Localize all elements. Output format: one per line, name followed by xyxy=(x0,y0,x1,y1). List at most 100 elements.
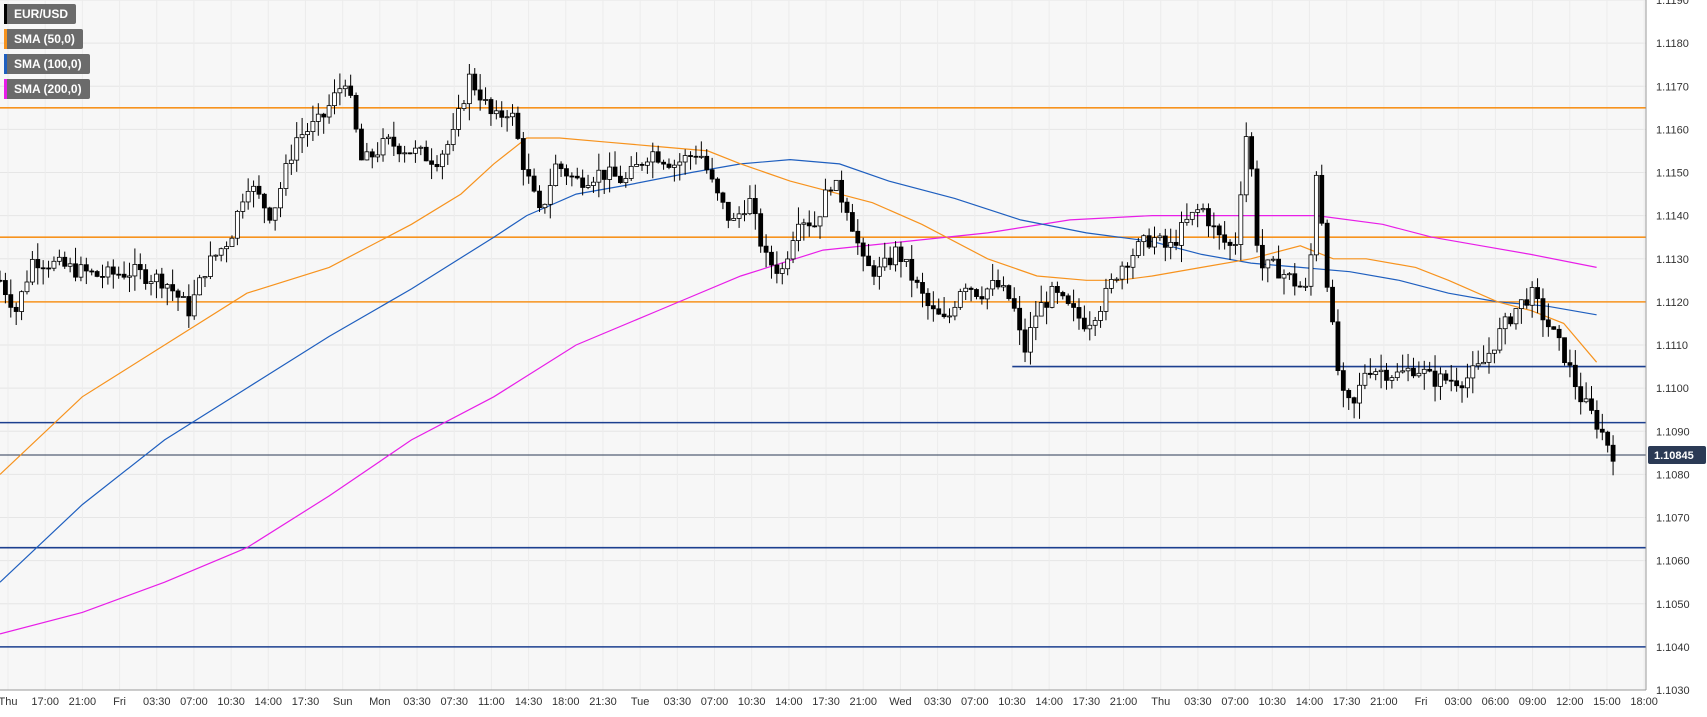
candle xyxy=(1141,234,1147,256)
candle-body xyxy=(1610,444,1616,462)
legend-item[interactable]: EUR/USD xyxy=(4,4,77,24)
candle xyxy=(1200,203,1206,213)
candle xyxy=(650,142,656,179)
candle xyxy=(580,169,586,196)
legend-item[interactable]: SMA (50,0) xyxy=(4,29,83,49)
candle xyxy=(445,140,451,165)
candle-body xyxy=(1189,211,1195,220)
candle xyxy=(547,168,553,219)
candle xyxy=(801,218,807,241)
candle xyxy=(116,266,122,279)
y-tick-label: 1.1120 xyxy=(1656,297,1689,309)
candle xyxy=(229,235,235,247)
candle xyxy=(1130,248,1136,279)
candle-body xyxy=(1135,241,1141,256)
candle xyxy=(1065,293,1071,306)
candle-body xyxy=(936,308,942,315)
candle-body xyxy=(251,185,256,192)
candle xyxy=(342,79,348,97)
candle xyxy=(29,251,35,286)
candle-body xyxy=(1076,307,1082,319)
legend-item[interactable]: SMA (100,0) xyxy=(4,54,90,74)
candle xyxy=(224,241,229,263)
y-tick-label: 1.1110 xyxy=(1656,340,1688,352)
candle-body xyxy=(769,251,774,266)
candle-body xyxy=(974,289,979,297)
candle xyxy=(644,157,650,174)
indicator-legend: EUR/USD SMA (50,0) SMA (100,0) SMA (200,0) xyxy=(4,4,90,104)
candle xyxy=(1060,290,1066,300)
x-tick-label: Fri xyxy=(113,696,126,708)
candle xyxy=(283,154,289,196)
candle xyxy=(688,151,693,170)
legend-item[interactable]: SMA (200,0) xyxy=(4,79,90,99)
candle xyxy=(1033,300,1039,341)
candle-body xyxy=(547,185,553,205)
candle xyxy=(1454,367,1460,392)
candle xyxy=(1572,350,1578,400)
candle-body xyxy=(294,137,300,161)
candle xyxy=(1081,305,1087,332)
candle-body xyxy=(148,281,154,284)
y-tick-label: 1.1170 xyxy=(1656,81,1689,93)
candle xyxy=(666,158,672,170)
candle xyxy=(299,117,305,153)
candle-body xyxy=(29,259,35,283)
candle-body xyxy=(688,155,693,157)
candle xyxy=(682,149,688,175)
candle-body xyxy=(369,151,375,158)
candle-body xyxy=(1319,174,1325,224)
candle xyxy=(380,128,386,162)
candle-body xyxy=(267,207,273,221)
candle xyxy=(8,279,14,318)
candle xyxy=(1135,237,1141,259)
candle xyxy=(515,106,521,140)
candle-body xyxy=(13,306,19,312)
candle xyxy=(1260,229,1265,281)
candle xyxy=(984,287,990,310)
candle xyxy=(779,262,785,285)
candle xyxy=(866,243,871,267)
candle-body xyxy=(1211,225,1217,228)
candle xyxy=(531,168,537,193)
candle-body xyxy=(1146,235,1152,248)
candle-body xyxy=(402,152,408,155)
candle xyxy=(1038,285,1044,317)
candle-body xyxy=(612,166,618,177)
candle xyxy=(218,247,224,262)
candle-body xyxy=(1443,373,1449,381)
candle-body xyxy=(67,263,73,267)
candle-body xyxy=(1152,237,1157,248)
candle xyxy=(256,175,262,199)
candle-body xyxy=(1411,367,1416,377)
candle-body xyxy=(450,129,456,145)
candle-body xyxy=(1572,364,1578,388)
candle xyxy=(1416,361,1422,378)
candle-body xyxy=(704,155,710,171)
candle-body xyxy=(1195,209,1201,213)
candle xyxy=(817,216,823,239)
candle xyxy=(628,156,634,181)
candle-body xyxy=(1324,222,1330,288)
x-tick-label: 18:00 xyxy=(1630,696,1658,708)
candle-body xyxy=(893,246,898,266)
y-tick-label: 1.1190 xyxy=(1656,0,1689,7)
candle-body xyxy=(429,160,434,165)
x-tick-label: 17:00 xyxy=(31,696,59,708)
candle xyxy=(747,185,753,216)
candle xyxy=(321,112,327,134)
candle-body xyxy=(1276,258,1281,279)
y-tick-label: 1.1060 xyxy=(1656,556,1690,568)
candle xyxy=(493,100,499,120)
candle xyxy=(294,122,300,172)
candle-body xyxy=(1594,409,1600,430)
candle xyxy=(785,251,791,276)
candle xyxy=(882,242,888,271)
candle-body xyxy=(952,306,958,317)
x-tick-label: Mon xyxy=(369,696,390,708)
candle-body xyxy=(763,245,769,253)
candle xyxy=(1556,325,1562,351)
candle xyxy=(963,283,969,301)
